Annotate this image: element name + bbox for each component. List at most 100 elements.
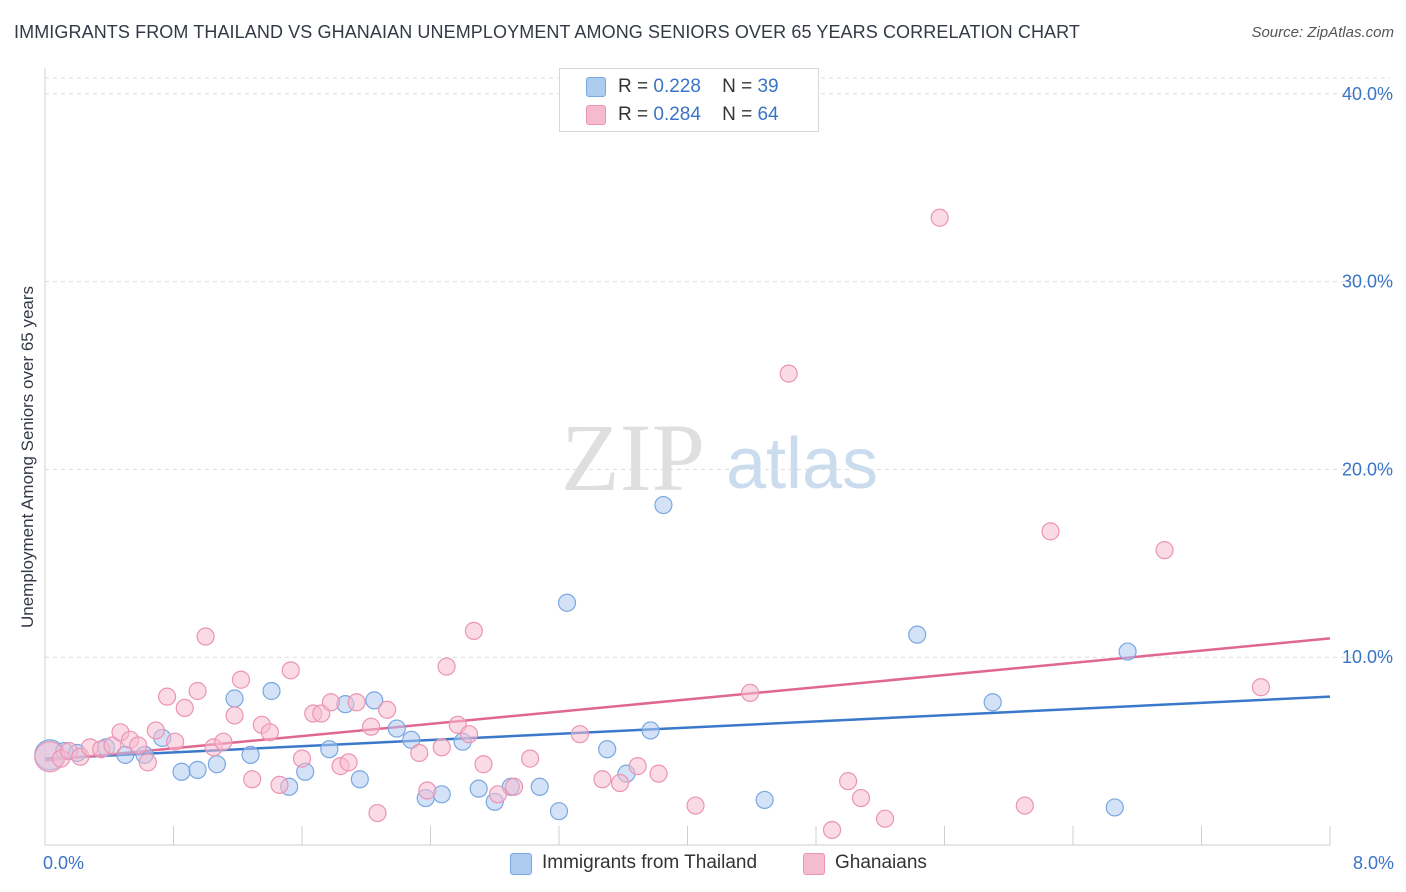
trend-line-ghanaians <box>44 637 1331 762</box>
legend-swatch-blue <box>586 77 606 97</box>
data-point-ghanaians <box>504 777 524 796</box>
data-point-ghanaians <box>649 764 668 783</box>
r-value: 0.284 <box>653 104 701 125</box>
data-point-ghanaians <box>225 706 244 725</box>
data-point-ghanaians <box>281 661 300 680</box>
data-point-ghanaians <box>822 820 842 840</box>
watermark-zip: ZIP <box>561 404 705 511</box>
data-point-ghanaians <box>146 721 165 740</box>
data-point-ghanaians <box>166 732 185 751</box>
n-label: N = <box>722 104 753 125</box>
data-point-ghanaians <box>851 788 871 808</box>
data-point-ghanaians <box>875 809 895 828</box>
data-point-ghanaians <box>188 681 207 701</box>
axes <box>44 68 1331 846</box>
data-point-ghanaians <box>1015 796 1034 815</box>
data-point-ghanaians <box>839 772 858 791</box>
x-tick-label: 0.0% <box>43 853 84 873</box>
data-point-ghanaians <box>464 621 483 641</box>
data-point-thailand <box>1105 798 1124 817</box>
data-point-ghanaians <box>488 785 508 804</box>
bottom-legend-swatch-pink <box>803 853 825 875</box>
bottom-legend-label-thailand: Immigrants from Thailand <box>542 852 758 873</box>
y-tick-label: 40.0% <box>1342 84 1393 104</box>
data-point-ghanaians <box>474 755 493 774</box>
n-value: 39 <box>757 76 779 97</box>
n-label: N = <box>722 76 753 97</box>
data-point-ghanaians <box>1041 522 1060 541</box>
data-point-ghanaians <box>347 693 366 712</box>
data-point-ghanaians <box>930 208 949 227</box>
data-point-thailand <box>530 777 549 796</box>
r-label: R = <box>618 104 649 125</box>
data-point-thailand <box>188 760 207 779</box>
data-point-ghanaians <box>339 753 358 772</box>
data-point-thailand <box>402 730 421 749</box>
data-point-ghanaians <box>129 736 148 755</box>
source-label: Source: ZipAtlas.com <box>1251 24 1394 41</box>
r-value: 0.228 <box>653 76 701 97</box>
data-point-ghanaians <box>779 364 798 383</box>
legend-text-thailand: R = 0.228 N = 39 <box>618 76 779 98</box>
x-tick-label: 8.0% <box>1353 853 1394 873</box>
data-point-ghanaians <box>175 698 194 718</box>
watermark-atlas: atlas <box>726 424 878 504</box>
y-tick-label: 20.0% <box>1342 459 1393 479</box>
gridlines <box>45 77 1390 658</box>
data-point-thailand <box>262 681 281 701</box>
data-point-thailand <box>365 691 384 710</box>
data-point-ghanaians <box>157 687 177 706</box>
data-point-ghanaians <box>243 770 262 789</box>
data-point-ghanaians <box>520 749 540 768</box>
data-point-ghanaians <box>437 657 456 676</box>
y-axis-label: Unemployment Among Seniors over 65 years <box>18 285 37 629</box>
data-point-ghanaians <box>410 743 429 763</box>
data-point-ghanaians <box>231 670 251 689</box>
data-point-ghanaians <box>196 627 215 646</box>
legend-swatch-pink <box>586 105 606 125</box>
data-point-thailand <box>641 721 660 740</box>
data-point-ghanaians <box>321 693 341 712</box>
chart-title: IMMIGRANTS FROM THAILAND VS GHANAIAN UNE… <box>14 22 1081 42</box>
data-point-ghanaians <box>138 753 157 772</box>
bottom-legend-label-ghanaians: Ghanaians <box>835 852 927 873</box>
data-point-ghanaians <box>593 770 612 789</box>
data-point-thailand <box>172 762 191 781</box>
y-tick-label: 10.0% <box>1342 647 1393 667</box>
data-point-thailand <box>755 790 774 810</box>
data-point-ghanaians <box>368 803 387 823</box>
data-point-thailand <box>598 740 617 759</box>
data-point-ghanaians <box>361 717 381 736</box>
data-point-thailand <box>241 745 260 764</box>
data-point-thailand <box>549 802 569 821</box>
data-points <box>34 208 1271 840</box>
bottom-legend-swatch-blue <box>510 853 532 875</box>
data-point-thailand <box>320 740 339 759</box>
data-point-thailand <box>225 689 244 708</box>
data-point-ghanaians <box>570 725 589 744</box>
data-point-thailand <box>350 770 369 789</box>
data-point-thailand <box>469 779 488 798</box>
data-point-ghanaians <box>270 775 289 795</box>
data-point-thailand <box>207 755 226 774</box>
data-point-ghanaians <box>214 732 233 751</box>
data-point-thailand <box>1118 642 1137 661</box>
data-point-ghanaians <box>741 683 760 702</box>
data-point-thailand <box>387 719 406 738</box>
watermark: ZIP atlas <box>561 404 878 511</box>
data-point-thailand <box>983 693 1002 712</box>
legend-text-ghanaians: R = 0.284 N = 64 <box>618 104 779 126</box>
data-point-ghanaians <box>686 796 705 815</box>
data-point-ghanaians <box>378 700 397 719</box>
data-point-ghanaians <box>628 757 647 776</box>
data-point-thailand <box>654 495 673 515</box>
data-point-thailand <box>908 625 927 644</box>
data-point-ghanaians <box>610 773 630 793</box>
stats-legend: R = 0.228 N = 39 R = 0.284 N = 64 <box>559 68 819 132</box>
data-point-ghanaians <box>292 749 312 768</box>
n-value: 64 <box>757 104 779 125</box>
tick-labels: 10.0% 20.0% 30.0% 40.0% 0.0% 8.0% <box>43 84 1394 873</box>
data-point-ghanaians <box>260 723 279 742</box>
data-point-ghanaians <box>418 781 437 800</box>
